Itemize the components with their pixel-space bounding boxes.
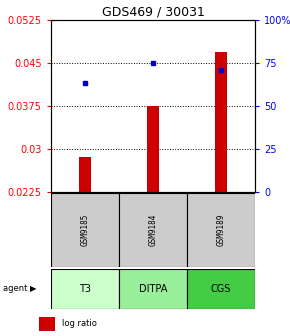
FancyBboxPatch shape xyxy=(51,269,119,309)
Text: GSM9185: GSM9185 xyxy=(80,214,89,246)
Text: CGS: CGS xyxy=(211,284,231,294)
FancyBboxPatch shape xyxy=(187,193,255,267)
FancyBboxPatch shape xyxy=(51,193,119,267)
Text: agent ▶: agent ▶ xyxy=(3,285,37,293)
Bar xyxy=(79,157,91,192)
FancyBboxPatch shape xyxy=(119,269,187,309)
Title: GDS469 / 30031: GDS469 / 30031 xyxy=(102,6,204,19)
Text: log ratio: log ratio xyxy=(62,319,97,328)
FancyBboxPatch shape xyxy=(119,193,187,267)
Text: GSM9189: GSM9189 xyxy=(217,214,226,246)
FancyBboxPatch shape xyxy=(187,269,255,309)
Bar xyxy=(147,106,159,192)
Text: DITPA: DITPA xyxy=(139,284,167,294)
Bar xyxy=(39,317,55,331)
Bar xyxy=(215,52,227,192)
Text: GSM9184: GSM9184 xyxy=(148,214,157,246)
Text: T3: T3 xyxy=(79,284,91,294)
